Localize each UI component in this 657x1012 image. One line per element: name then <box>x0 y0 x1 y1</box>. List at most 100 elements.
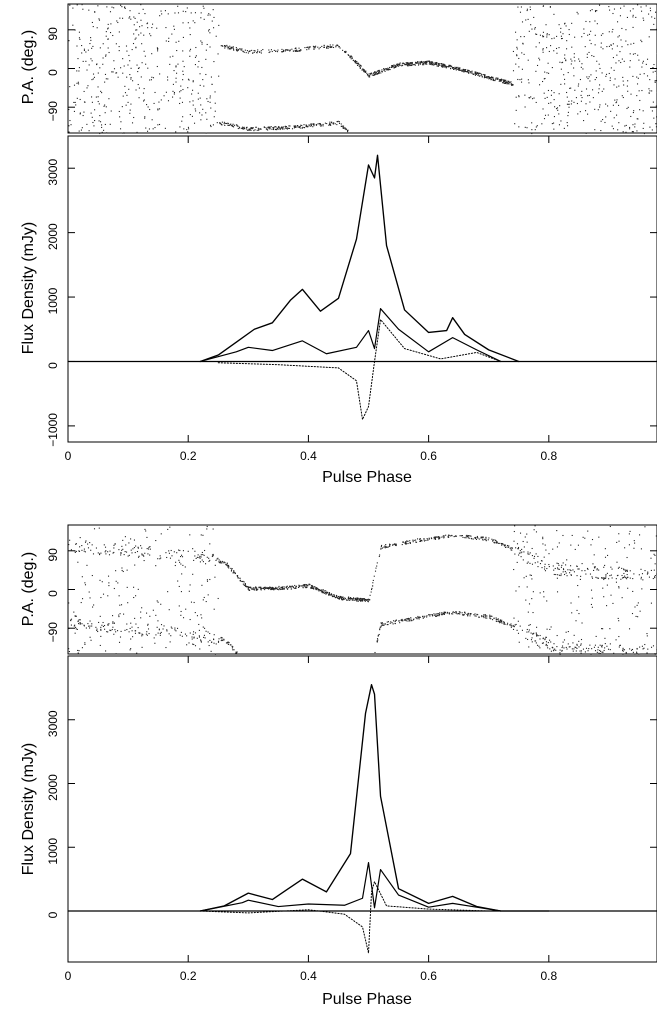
pa-point <box>478 72 480 74</box>
pa-point <box>512 84 514 86</box>
pa-point <box>201 41 203 43</box>
pa-point <box>227 566 229 568</box>
pa-point <box>205 73 207 76</box>
pa-point <box>612 57 614 59</box>
pa-point <box>505 82 507 84</box>
pa-point <box>458 68 460 70</box>
pa-point <box>459 613 461 615</box>
pa-point <box>476 613 478 615</box>
pa-point <box>478 616 480 618</box>
pa-point <box>159 634 161 636</box>
pa-point <box>317 588 319 590</box>
x-tick-label-1: 0.2 <box>180 969 197 983</box>
pa-point <box>78 67 80 69</box>
pa-point <box>618 646 620 648</box>
pa-point <box>623 576 625 578</box>
pa-point <box>492 540 494 542</box>
pa-point <box>595 70 597 72</box>
pa-point <box>356 597 358 599</box>
pa-point <box>298 50 300 52</box>
pa-point <box>540 560 543 562</box>
pa-point <box>313 48 315 50</box>
pa-point <box>384 70 386 72</box>
pa-point <box>556 591 559 593</box>
pa-point <box>531 98 534 100</box>
pa-point <box>218 638 220 640</box>
pa-point <box>591 538 594 541</box>
pa-point <box>270 586 272 588</box>
pa-point <box>419 616 421 618</box>
pa-point <box>274 128 277 131</box>
pa-point <box>458 69 460 71</box>
pa-point <box>142 634 144 636</box>
pa-point <box>646 652 648 654</box>
flux-x-axis-label-bottom: Pulse Phase <box>322 991 412 1008</box>
pa-point <box>448 536 450 538</box>
pa-point <box>596 60 598 62</box>
pa-point <box>577 113 579 115</box>
flux-y-axis-label-bottom: Flux Density (mJy) <box>20 743 37 875</box>
pa-point <box>387 67 389 69</box>
pa-point <box>329 123 331 125</box>
pa-point <box>282 128 284 130</box>
pa-point <box>68 125 70 127</box>
pa-point <box>167 13 169 15</box>
pa-point <box>528 631 530 633</box>
pa-point <box>152 77 155 79</box>
pa-point <box>626 107 628 110</box>
pa-point <box>213 16 215 18</box>
pa-point <box>249 589 251 591</box>
pa-point <box>77 58 79 60</box>
pa-point <box>633 110 635 112</box>
pa-point <box>209 559 211 561</box>
pa-point <box>489 617 491 619</box>
pa-point <box>643 122 645 124</box>
pa-point <box>394 65 396 67</box>
pa-point <box>131 122 134 124</box>
pa-point <box>336 121 338 123</box>
pa-point <box>580 643 582 645</box>
pa-point <box>617 617 619 619</box>
pa-point <box>250 129 252 131</box>
pa-point <box>612 43 614 45</box>
pa-point <box>602 628 604 630</box>
pa-point <box>240 580 242 582</box>
pa-point <box>237 576 239 578</box>
pa-point <box>81 549 83 551</box>
pa-point <box>622 649 624 651</box>
pa-point <box>408 619 410 621</box>
pa-point <box>149 615 151 617</box>
pa-point <box>563 569 565 571</box>
pa-point <box>447 535 449 537</box>
pa-point <box>288 587 290 589</box>
pa-point <box>654 17 656 19</box>
pa-point <box>305 584 308 586</box>
pa-point <box>565 572 567 574</box>
pa-point <box>522 540 524 543</box>
pa-point <box>426 61 428 63</box>
pa-point <box>589 10 591 12</box>
pa-point <box>531 578 533 580</box>
pa-point <box>633 42 635 44</box>
pa-point <box>203 634 205 636</box>
pa-point <box>422 64 424 66</box>
pa-point <box>180 90 182 92</box>
pa-point <box>507 80 509 82</box>
pa-point <box>625 131 627 133</box>
pa-point <box>256 52 258 54</box>
pa-point <box>639 646 641 648</box>
pa-point <box>552 565 554 567</box>
pa-point <box>619 644 621 646</box>
pa-point <box>541 123 543 125</box>
pa-point <box>589 39 591 41</box>
pa-point <box>91 21 93 24</box>
pa-point <box>279 128 281 131</box>
pa-point <box>74 615 76 617</box>
pa-point <box>526 586 528 588</box>
pa-point <box>387 624 389 626</box>
pa-point <box>74 101 76 103</box>
pa-point <box>208 29 210 31</box>
pa-point <box>238 126 240 128</box>
pa-point <box>209 14 211 16</box>
